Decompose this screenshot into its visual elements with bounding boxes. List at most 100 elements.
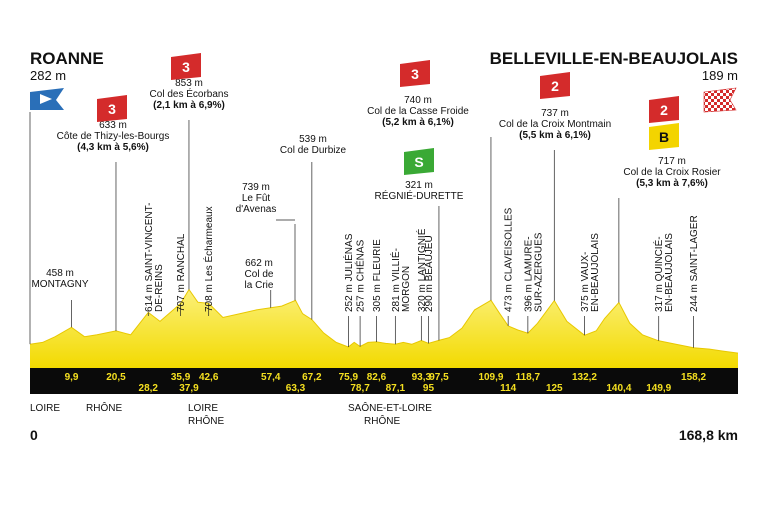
climb-category-badge: 2 <box>649 96 679 123</box>
km-mark: 78,7 <box>350 383 370 394</box>
vertical-label-line2: EN-BEAUJOLAIS <box>664 233 675 312</box>
annotation-text: Le Fût <box>242 193 271 204</box>
km-mark: 118,7 <box>516 372 541 383</box>
profile-area <box>30 289 738 368</box>
vertical-label-line2: EN-BEAUJOLAIS <box>590 233 601 312</box>
vertical-label: 257 m CHÉNAS <box>354 239 367 312</box>
profile-line <box>29 288 739 354</box>
km-mark: 95 <box>423 383 435 394</box>
climb-category-badge: 3 <box>171 53 201 80</box>
annotation-text: la Crie <box>245 280 274 291</box>
start-km: 0 <box>30 427 38 443</box>
region-loire-2: LOIRE <box>188 403 218 414</box>
annotation-text: Col de la Croix Montmain <box>499 119 611 130</box>
km-mark: 125 <box>546 383 563 394</box>
annotation-text: 633 m <box>99 120 127 131</box>
km-marks: 9,9 20,5 35,9 42,6 57,4 67,2 75,9 82,6 93,397,5 1… <box>65 372 707 394</box>
vertical-label: 244 m SAINT-LAGER <box>689 215 700 312</box>
elevation-profile <box>29 288 739 368</box>
annotation-text: (2,1 km à 6,9%) <box>153 100 225 111</box>
km-mark: 35,9 <box>171 372 191 383</box>
vertical-label: 305 m FLEURIE <box>372 239 383 312</box>
vertical-label: 396 m LAMURE- <box>523 236 534 312</box>
km-mark: 82,6 <box>367 372 387 383</box>
annotation-text: (5,5 km à 6,1%) <box>519 130 591 141</box>
vertical-label: 707 m RANCHAL <box>176 233 187 312</box>
km-mark: 158,2 <box>681 372 706 383</box>
vertical-label: 290 m BEAUJEU <box>424 235 435 312</box>
sprint-badge: S <box>404 148 434 175</box>
vertical-label: 281 m VILLIÉ- <box>389 248 402 312</box>
annotation-text: 662 m <box>245 258 273 269</box>
region-rhone: RHÔNE <box>86 401 122 414</box>
region-saone-et-loire: SAÔNE-ET-LOIRE <box>348 401 432 414</box>
vertical-label: 252 m JULIÉNAS <box>342 233 355 312</box>
annotation-text: 717 m <box>658 156 686 167</box>
finish-altitude: 189 m <box>702 68 738 83</box>
vertical-label: 614 m SAINT-VINCENT- <box>144 203 155 312</box>
annotation-text: Col de la Croix Rosier <box>623 167 721 178</box>
finish-flag-icon <box>703 87 737 113</box>
vertical-label: 375 m VAUX- <box>580 252 591 312</box>
climb-category-label: 3 <box>182 59 190 75</box>
vertical-label: 473 m CLAVEISOLLES <box>504 207 515 312</box>
climb-category-label: 3 <box>411 66 419 82</box>
annotation-text: Col de <box>245 269 274 280</box>
annotation-text: 539 m <box>299 134 327 145</box>
annotation-text: 853 m <box>175 78 203 89</box>
annotation-text: (4,3 km à 5,6%) <box>77 142 149 153</box>
annotation-text: Col de Durbize <box>280 145 347 156</box>
climb-category-badge: 3 <box>400 60 430 87</box>
km-mark: 42,6 <box>199 372 219 383</box>
annotation-text: (5,2 km à 6,1%) <box>382 117 454 128</box>
vertical-label: 317 m QUINCIÉ- <box>652 236 665 312</box>
annotation-text: d'Avenas <box>236 204 277 215</box>
marker-lines: 614 m SAINT-VINCENT- DE-REINS 707 m RANCHA… <box>29 112 700 348</box>
vertical-label: 320 m LANTIGNIÉ <box>415 228 428 312</box>
km-mark: 93,3 <box>412 372 432 383</box>
climb-category-badge: 2 <box>540 72 570 99</box>
sprint-label: S <box>414 154 423 170</box>
annotation-text: Col des Écorbans <box>150 87 229 100</box>
vertical-label: 708 m Les Écharmeaux <box>202 206 215 312</box>
annotation-text: Col de la Casse Froide <box>367 106 469 117</box>
annotation-text: Côte de Thizy-les-Bourgs <box>57 131 170 142</box>
km-mark: 132,2 <box>572 372 597 383</box>
finish-city: BELLEVILLE-EN-BEAUJOLAIS <box>490 49 738 68</box>
bonus-badge: B <box>649 123 679 150</box>
start-altitude: 282 m <box>30 68 66 83</box>
km-mark: 75,9 <box>339 372 359 383</box>
km-mark: 57,4 <box>261 372 281 383</box>
annotation-text: 321 m <box>405 180 433 191</box>
vertical-label-line2: SUR-AZERGUES <box>533 232 544 312</box>
annotation-text: MONTAGNY <box>31 279 88 290</box>
km-mark: 9,9 <box>65 372 79 383</box>
vertical-label-line2: MORGON <box>401 266 412 312</box>
km-mark: 149,9 <box>646 383 671 394</box>
annotation-text: 458 m <box>46 268 74 279</box>
km-mark: 140,4 <box>606 383 631 394</box>
climb-category-label: 2 <box>660 102 668 118</box>
km-mark: 114 <box>500 383 517 394</box>
climb-category-badge: 3 <box>97 95 127 122</box>
annotation-text: 737 m <box>541 108 569 119</box>
km-mark: 97,5 <box>429 372 449 383</box>
annotation-text: 739 m <box>242 182 270 193</box>
climb-category-label: 2 <box>551 78 559 94</box>
km-mark: 109,9 <box>478 372 503 383</box>
region-loire: LOIRE <box>30 403 60 414</box>
km-mark: 28,2 <box>139 383 159 394</box>
annotation-text: RÉGNIÉ-DURETTE <box>375 189 464 202</box>
start-flag-icon <box>30 88 64 110</box>
